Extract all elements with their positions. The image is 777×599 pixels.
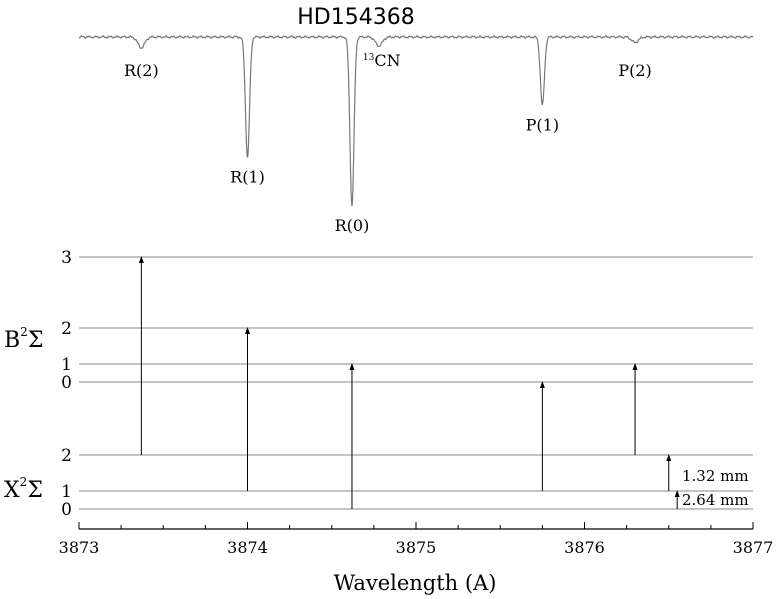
spectrum-title: HD154368 xyxy=(297,5,414,30)
arrow-head xyxy=(632,363,638,370)
transition-arrow-r2 xyxy=(138,256,144,455)
lower-state-label: X2Σ xyxy=(4,475,43,503)
energy-level-lines xyxy=(79,256,753,510)
x-tick-labels: 3873 3874 3875 3876 3877 xyxy=(59,522,774,557)
transition-arrow-p2 xyxy=(632,363,638,455)
transition-arrow-r0 xyxy=(349,363,355,509)
line-label-p2: P(2) xyxy=(618,61,651,80)
x-tick-label: 3873 xyxy=(59,538,100,557)
lower-level-tick: 0 xyxy=(61,500,72,520)
line-label-p1: P(1) xyxy=(526,115,559,134)
arrow-head xyxy=(349,363,355,370)
upper-level-tick: 2 xyxy=(61,319,72,339)
lower-level-tick: 2 xyxy=(61,446,72,466)
line-label-r0: R(0) xyxy=(335,216,370,235)
upper-level-tick: 3 xyxy=(61,248,72,268)
x-axis: 3873 3874 3875 3876 3877 Wavelength (A) xyxy=(59,522,774,595)
arrow-head xyxy=(245,327,250,334)
line-label-r1: R(1) xyxy=(230,168,265,187)
lower-state-label-main: X xyxy=(4,478,20,503)
spectrum-trace xyxy=(78,34,754,207)
annotation-text: 1.32 mm xyxy=(682,467,749,485)
annotation-arrow xyxy=(674,490,680,509)
transition-arrow-p1 xyxy=(539,381,545,491)
transition-arrow-r1 xyxy=(245,327,250,491)
arrow-head xyxy=(138,256,144,263)
line-label-13cn: 13CN xyxy=(363,51,401,70)
line-label-superscript: 13 xyxy=(363,53,375,63)
arrow-head xyxy=(674,490,680,497)
arrow-head xyxy=(539,381,545,388)
annotation-arrow xyxy=(666,454,672,491)
annotations: 1.32 mm 2.64 mm xyxy=(666,454,749,509)
x-axis-label: Wavelength (A) xyxy=(334,571,497,595)
upper-state-label-main: B xyxy=(4,328,20,353)
upper-level-tick: 1 xyxy=(61,355,72,375)
lower-state-label-superscript: 2 xyxy=(20,475,28,489)
x-tick-label: 3876 xyxy=(564,538,605,557)
upper-level-tick: 0 xyxy=(61,373,72,393)
annotation-text: 2.64 mm xyxy=(682,491,749,509)
x-tick-label: 3875 xyxy=(396,538,437,557)
upper-state-label-symbol: Σ xyxy=(28,328,44,353)
arrow-head xyxy=(666,454,672,461)
upper-state-label: B2Σ xyxy=(4,325,43,353)
lower-state-label-symbol: Σ xyxy=(27,478,43,503)
x-tick-label: 3877 xyxy=(733,538,774,557)
lower-level-tick: 1 xyxy=(61,482,72,502)
line-label-main: CN xyxy=(374,51,400,70)
transition-arrows xyxy=(138,256,638,509)
absorption-line-labels: R(2) R(1) R(0) 13CN P(1) P(2) xyxy=(124,51,652,235)
x-tick-label: 3874 xyxy=(227,538,268,557)
line-label-r2: R(2) xyxy=(124,61,159,80)
spectrum-panel: HD154368 R(2) R(1) R(0) 13CN P(1) P(2) xyxy=(78,5,754,235)
upper-state-label-superscript: 2 xyxy=(20,325,28,339)
